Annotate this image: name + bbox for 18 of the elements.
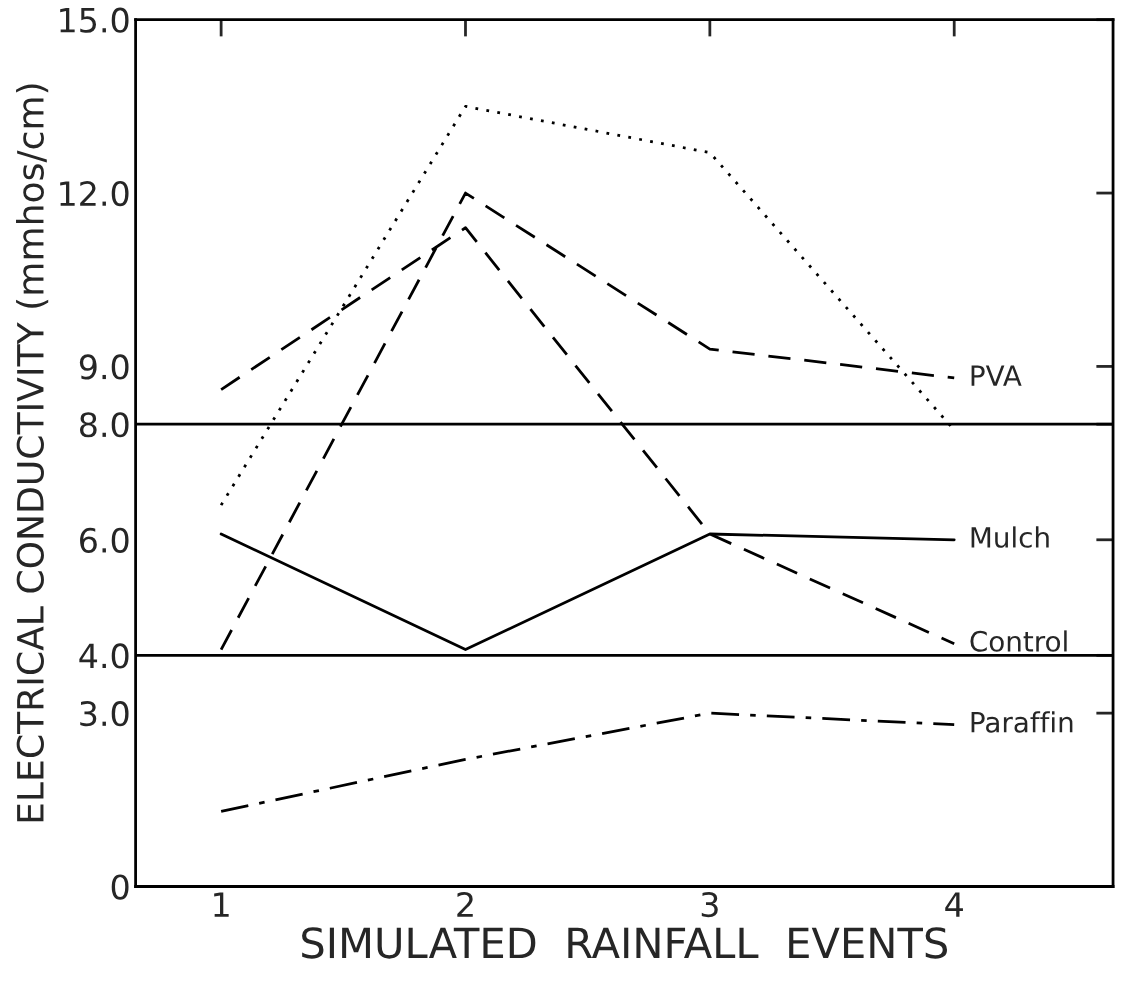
series-label: Control	[970, 630, 1067, 652]
y-tick-label: 0	[111, 874, 129, 900]
x-tick-label: 1	[214, 892, 229, 917]
y-tick-label: 6.0	[80, 527, 129, 553]
series-label: PVA	[971, 365, 1022, 386]
y-tick-label: 12.0	[60, 180, 129, 207]
x-axis-title: SIMULATED RAINFALL EVENTS	[302, 927, 948, 959]
y-axis-title: ELECTRICAL CONDUCTIVITY (mmhos/cm)	[16, 84, 49, 822]
x-tick-label: 3	[701, 891, 718, 918]
series-label: Mulch	[971, 526, 1049, 548]
y-tick-label: 4.0	[79, 643, 129, 669]
y-tick-label: 15.0	[60, 7, 129, 33]
x-tick-label: 2	[457, 891, 473, 917]
y-tick-label: 9.0	[79, 354, 129, 380]
x-tick-label: 4	[945, 892, 963, 917]
y-tick-label: 8.0	[79, 412, 129, 438]
y-tick-label: 3.0	[80, 701, 129, 727]
series-label: Paraffin	[971, 711, 1073, 733]
